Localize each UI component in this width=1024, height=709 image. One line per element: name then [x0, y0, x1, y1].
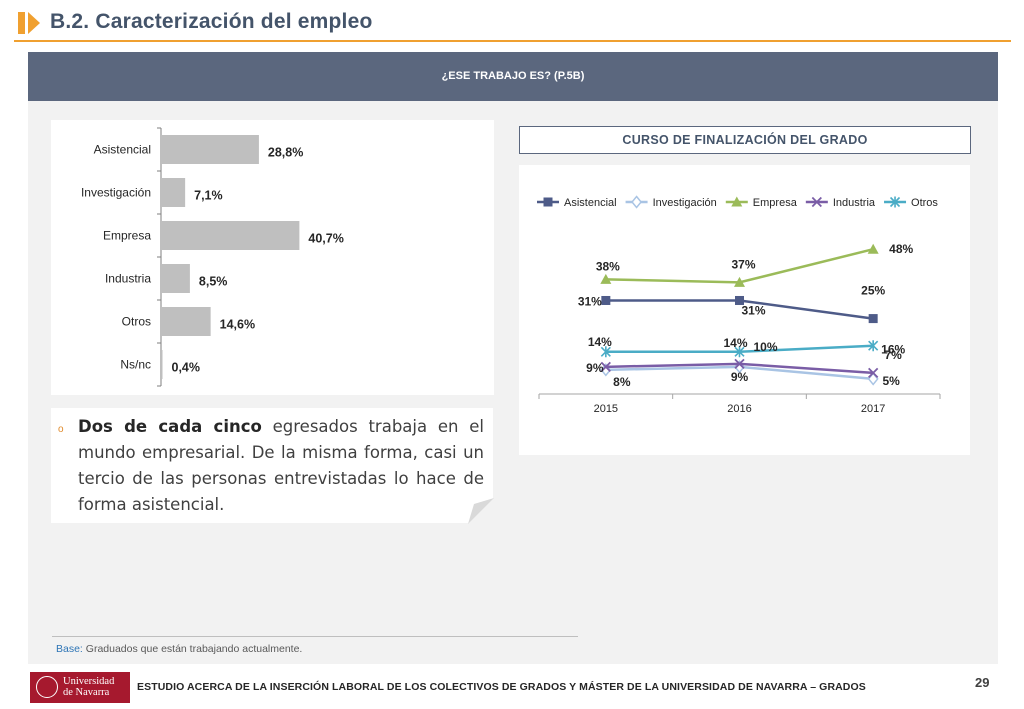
bar-value-label: 8,5% — [199, 275, 228, 289]
bar-value-label: 40,7% — [308, 232, 343, 246]
logo-line-2: de Navarra — [63, 687, 110, 698]
bar-value-label: 7,1% — [194, 189, 223, 203]
line-point — [868, 367, 879, 379]
bar — [161, 135, 259, 164]
line-data-label: 8% — [613, 375, 631, 389]
line-data-label: 31% — [741, 303, 765, 317]
summary-callout — [51, 408, 493, 523]
base-label: Base: — [56, 643, 83, 655]
bar-chart: Asistencial 28,8% Investigación 7,1% Empresa… — [81, 127, 344, 387]
line-point — [600, 346, 611, 358]
line-data-label: 7% — [884, 348, 902, 362]
line-data-label: 10% — [753, 340, 777, 354]
line-chart-title: CURSO DE FINALIZACIÓN DEL GRADO — [622, 133, 868, 147]
summary-body: egresados trabaja en el mundo empresaria… — [78, 417, 484, 514]
bar-value-label: 0,4% — [172, 361, 201, 375]
line-data-label: 14% — [723, 336, 747, 350]
line-point — [734, 276, 745, 287]
crest-icon — [36, 676, 58, 698]
summary-text: Dos de cada cinco egresados trabaja en e… — [78, 414, 484, 518]
line-x-tick-label: 2015 — [594, 403, 618, 415]
university-logo: Universidad de Navarra — [30, 672, 130, 703]
legend-item: Otros — [884, 196, 938, 209]
legend-item: Empresa — [725, 196, 798, 209]
bar-value-label: 14,6% — [220, 318, 255, 332]
bar-category-label: Otros — [122, 315, 151, 329]
line-point — [600, 273, 612, 284]
bar-category-label: Empresa — [103, 229, 151, 243]
bar-chart-panel: Asistencial 28,8% Investigación 7,1% Empresa… — [51, 120, 494, 395]
line-data-label: 31% — [578, 294, 602, 308]
legend-item: Investigación — [625, 195, 717, 209]
legend-marker — [731, 196, 743, 207]
footer-text: ESTUDIO ACERCA DE LA INSERCIÓN LABORAL D… — [137, 681, 866, 693]
line-point — [601, 295, 611, 305]
page-title: B.2. Caracterización del empleo — [50, 10, 373, 33]
legend-label: Asistencial — [564, 197, 617, 209]
bar — [161, 264, 190, 293]
line-chart-title-box: CURSO DE FINALIZACIÓN DEL GRADO — [519, 126, 971, 154]
bar-category-label: Industria — [105, 272, 151, 286]
page-fold-icon — [468, 498, 494, 524]
line-point — [868, 340, 879, 352]
line-point — [600, 361, 611, 372]
legend-label: Empresa — [753, 197, 798, 209]
question-banner: ¿ESE TRABAJO ES? (P.5B) — [28, 52, 998, 101]
line-data-label: 37% — [731, 257, 755, 271]
logo-line-1: Universidad — [63, 676, 115, 687]
line-data-label: 25% — [861, 284, 885, 298]
base-note: Base: Graduados que están trabajando act… — [56, 643, 302, 655]
bar-value-label: 28,8% — [268, 146, 303, 160]
question-text: ¿ESE TRABAJO ES? (P.5B) — [441, 70, 585, 82]
logo-text: Universidad de Navarra — [63, 676, 114, 698]
legend-item: Asistencial — [537, 197, 617, 209]
legend-label: Otros — [911, 197, 938, 209]
bar — [161, 307, 211, 336]
legend-label: Investigación — [653, 197, 717, 209]
line-data-label: 16% — [881, 343, 905, 357]
legend-marker — [811, 196, 822, 208]
legend-item: Industria — [805, 196, 876, 209]
line-data-label: 9% — [731, 370, 749, 384]
legend-marker — [889, 196, 901, 208]
line-data-label: 14% — [588, 335, 612, 349]
line-x-tick-label: 2017 — [861, 403, 885, 415]
line-x-tick-label: 2016 — [727, 403, 751, 415]
line-point — [734, 346, 745, 358]
line-data-label: 48% — [889, 242, 913, 256]
line-chart-panel: 2015 2016 2017 31% 31% 25% 8% 9% 5% 38% 37% 48% 9% 10… — [519, 165, 970, 455]
line-point — [735, 295, 744, 305]
bar — [161, 178, 186, 207]
bar-category-label: Ns/nc — [120, 358, 151, 372]
legend-marker — [631, 195, 643, 209]
legend-label: Industria — [833, 197, 876, 209]
line-point — [868, 314, 878, 324]
base-divider — [52, 636, 578, 637]
line-data-label: 5% — [882, 374, 900, 388]
bar — [161, 221, 300, 250]
line-chart: 2015 2016 2017 31% 31% 25% 8% 9% 5% 38% 37% 48% 9% 10… — [537, 195, 941, 415]
line-data-label: 38% — [596, 259, 620, 273]
line-point — [867, 243, 879, 254]
summary-bold: Dos de cada cinco — [78, 417, 262, 436]
bar-category-label: Investigación — [81, 186, 151, 200]
legend-marker — [543, 197, 553, 207]
chevron-marker-icon — [18, 12, 40, 34]
page-number: 29 — [975, 675, 990, 690]
line-point — [734, 358, 745, 369]
bar-category-label: Asistencial — [94, 143, 151, 157]
title-divider — [14, 40, 1011, 42]
line-data-label: 9% — [586, 361, 604, 375]
bar — [161, 350, 163, 379]
bullet-icon: o — [58, 424, 64, 435]
base-text: Graduados que están trabajando actualmen… — [82, 643, 303, 655]
